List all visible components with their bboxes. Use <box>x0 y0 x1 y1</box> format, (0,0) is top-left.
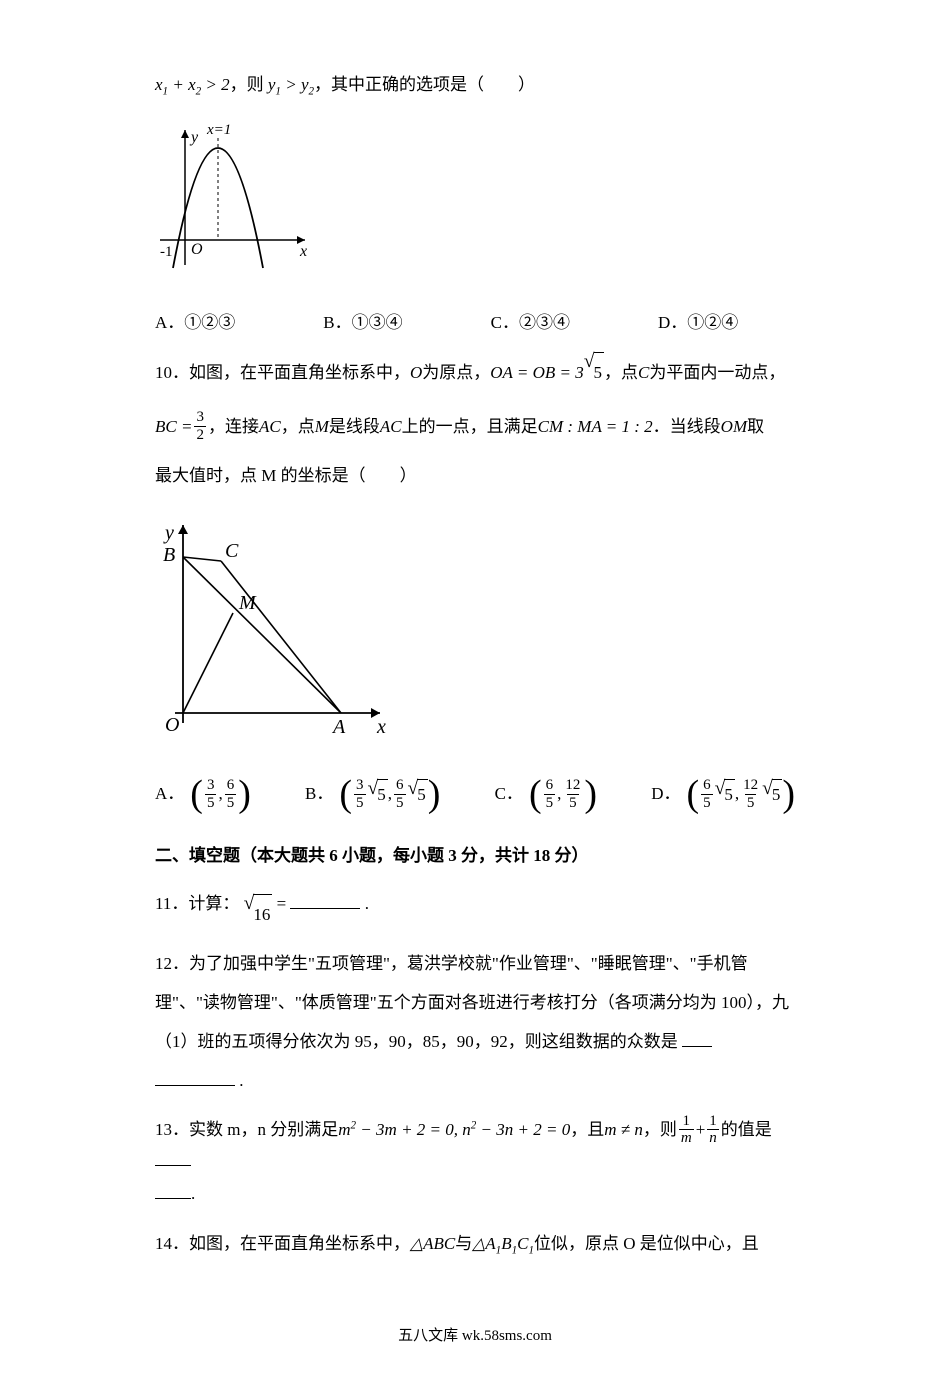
q10-opt-C: C． 65 , 125 <box>495 775 597 813</box>
q13-plus: + <box>696 1110 706 1149</box>
section-2-title: 二、填空题（本大题共 6 小题，每小题 3 分，共计 18 分） <box>155 841 795 872</box>
q13: 13．实数 m，n 分别满足 m2 − 3m + 2 = 0, n2 − 3n … <box>155 1110 795 1213</box>
q11-eq: = <box>277 894 287 913</box>
q11-a: 11．计算： <box>155 894 239 913</box>
q12-blank-a <box>682 1030 712 1047</box>
q13-blank-a <box>155 1149 191 1166</box>
q9-premise: x1 + x2 > 2 ，则 y1 > y2 ，其中正确的选项是（ ） <box>155 70 795 102</box>
q14-a: 14．如图，在平面直角坐标系中， <box>155 1224 410 1263</box>
q13-period: . <box>191 1174 195 1213</box>
q12-blank-b <box>155 1069 235 1086</box>
fig-y: y <box>163 522 174 544</box>
q11: 11．计算： 16 = . <box>155 884 795 934</box>
q10-options: A． 35 , 65 B． 35 5 , 65 5 C． 65 , 125 D．… <box>155 775 795 813</box>
q14-tri1: △ABC <box>410 1224 455 1263</box>
q10-l2d: 是线段 <box>329 407 380 446</box>
q11-blank <box>290 892 360 909</box>
q13-frac1: 1 m <box>679 1113 694 1147</box>
q10-opt-B: B． 35 5 , 65 5 <box>305 775 440 813</box>
q13-cond: m ≠ n <box>604 1110 643 1149</box>
q10-opt-A: A． 35 , 65 <box>155 775 251 813</box>
q10-l3: 最大值时，点 M 的坐标是（ ） <box>155 456 417 495</box>
q10-AC: AC <box>259 407 281 446</box>
q13-frac2: 1 n <box>707 1113 719 1147</box>
parabola-label: x=1 <box>206 122 231 138</box>
q10-l2g: 取 <box>747 407 764 446</box>
q10-opt-D: D． 65 5 , 125 5 <box>651 775 795 813</box>
q10-AC2: AC <box>380 407 402 446</box>
q9-opt-D: D．①②④ <box>658 308 738 339</box>
q12: 12．为了加强中学生"五项管理"，葛洪学校就"作业管理"、"睡眠管理"、"手机管… <box>155 944 795 1100</box>
q14-tri2: △A1B1C1 <box>472 1224 534 1264</box>
q12-period: . <box>239 1071 243 1090</box>
q10-l1b: 为原点， <box>422 353 490 392</box>
q10-BC: BC = <box>155 407 192 446</box>
axis-x-label: x <box>299 243 307 260</box>
q10-ratio: CM : MA = 1 : 2 <box>538 407 653 446</box>
q13-a: 13．实数 m，n 分别满足 <box>155 1110 338 1149</box>
q9-expr-b: y1 > y2 <box>264 70 314 102</box>
q14: 14．如图，在平面直角坐标系中， △ABC 与 △A1B1C1 位似，原点 O … <box>155 1224 795 1264</box>
axis-O: O <box>191 241 203 258</box>
sqrt-5: 5 <box>584 352 604 392</box>
q10-figure: y x O A B C M <box>155 513 795 754</box>
q13-c: ，则 <box>643 1110 677 1149</box>
q10-l2e: 上的一点，且满足 <box>402 407 538 446</box>
q13-blank-b <box>155 1182 191 1199</box>
q10: 10．如图，在平面直角坐标系中， O 为原点， OA = OB = 35 ，点 … <box>155 352 795 494</box>
axis-neg1: -1 <box>160 244 173 260</box>
q10-l1c: ，点 <box>604 353 638 392</box>
q10-OA: OA = OB = 3 <box>490 353 584 392</box>
q14-c: 位似，原点 O 是位似中心，且 <box>534 1224 759 1263</box>
fig-x: x <box>376 716 386 738</box>
q10-l2b: ，连接 <box>208 407 259 446</box>
q10-O: O <box>410 353 422 392</box>
q13-b: ，且 <box>570 1110 604 1149</box>
q9-opt-C: C．②③④ <box>491 308 570 339</box>
q9-options: A．①②③ B．①③④ C．②③④ D．①②④ <box>155 308 795 339</box>
q9-figure: y x -1 O x=1 <box>155 120 795 286</box>
fig-C: C <box>225 540 239 562</box>
footer: 五八文库 wk.58sms.com <box>155 1323 795 1350</box>
q10-OM: OM <box>721 407 747 446</box>
q10-C: C <box>638 353 649 392</box>
q14-b: 与 <box>455 1224 472 1263</box>
axis-y-label: y <box>189 129 199 146</box>
q10-l2c: ，点 <box>281 407 315 446</box>
q9-opt-A: A．①②③ <box>155 308 235 339</box>
fig-B: B <box>163 544 175 566</box>
q13-d: 的值是 <box>721 1110 772 1149</box>
fig-A: A <box>331 716 346 738</box>
q9-mid1: ，则 <box>230 70 264 101</box>
q10-l2f: ．当线段 <box>653 407 721 446</box>
q13-eq1: m2 − 3m + 2 = 0, n2 − 3n + 2 = 0 <box>338 1110 570 1149</box>
q10-l1a: 10．如图，在平面直角坐标系中， <box>155 353 410 392</box>
fig-O: O <box>165 714 179 736</box>
q11-sqrt: 16 <box>244 894 273 934</box>
q11-period: . <box>365 894 369 913</box>
q9-expr-a: x1 + x2 > 2 <box>155 70 230 102</box>
q9-opt-B: B．①③④ <box>323 308 402 339</box>
q10-l1d: 为平面内一动点， <box>649 353 785 392</box>
frac-3-2: 3 2 <box>194 409 206 443</box>
q10-M: M <box>315 407 329 446</box>
q9-mid2: ，其中正确的选项是（ ） <box>314 70 535 101</box>
